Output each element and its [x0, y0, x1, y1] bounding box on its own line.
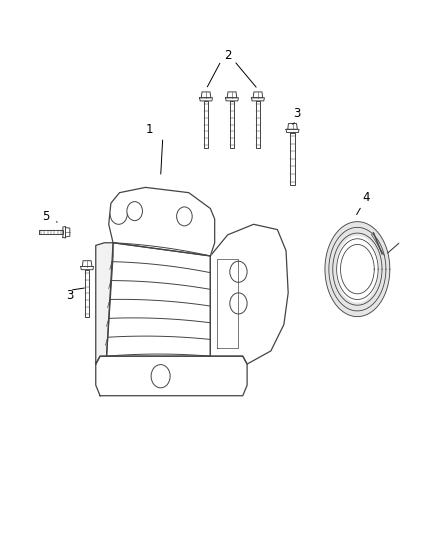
- Polygon shape: [286, 130, 299, 133]
- Polygon shape: [256, 101, 260, 148]
- Text: 3: 3: [293, 107, 300, 120]
- Polygon shape: [96, 243, 113, 364]
- Polygon shape: [200, 98, 212, 101]
- Text: 2: 2: [224, 49, 231, 62]
- Circle shape: [230, 293, 247, 314]
- Text: 4: 4: [362, 191, 370, 205]
- Polygon shape: [201, 92, 211, 98]
- Polygon shape: [337, 237, 378, 302]
- Polygon shape: [39, 230, 63, 235]
- Polygon shape: [227, 92, 237, 98]
- Polygon shape: [204, 101, 208, 148]
- Polygon shape: [230, 101, 234, 148]
- Polygon shape: [253, 92, 263, 98]
- Text: 1: 1: [146, 123, 154, 136]
- Polygon shape: [66, 228, 70, 237]
- Text: 5: 5: [42, 210, 49, 223]
- Circle shape: [127, 201, 142, 221]
- Polygon shape: [109, 188, 215, 256]
- Circle shape: [151, 365, 170, 388]
- Polygon shape: [251, 98, 265, 101]
- Polygon shape: [81, 266, 94, 270]
- Polygon shape: [288, 124, 297, 130]
- Polygon shape: [325, 222, 390, 317]
- Polygon shape: [63, 227, 66, 238]
- Polygon shape: [226, 98, 238, 101]
- Circle shape: [177, 207, 192, 226]
- Polygon shape: [106, 243, 210, 356]
- Polygon shape: [290, 133, 295, 185]
- Polygon shape: [96, 356, 247, 395]
- Text: 3: 3: [66, 289, 74, 302]
- Polygon shape: [85, 270, 89, 317]
- Circle shape: [230, 261, 247, 282]
- Polygon shape: [82, 261, 92, 266]
- Polygon shape: [210, 224, 288, 364]
